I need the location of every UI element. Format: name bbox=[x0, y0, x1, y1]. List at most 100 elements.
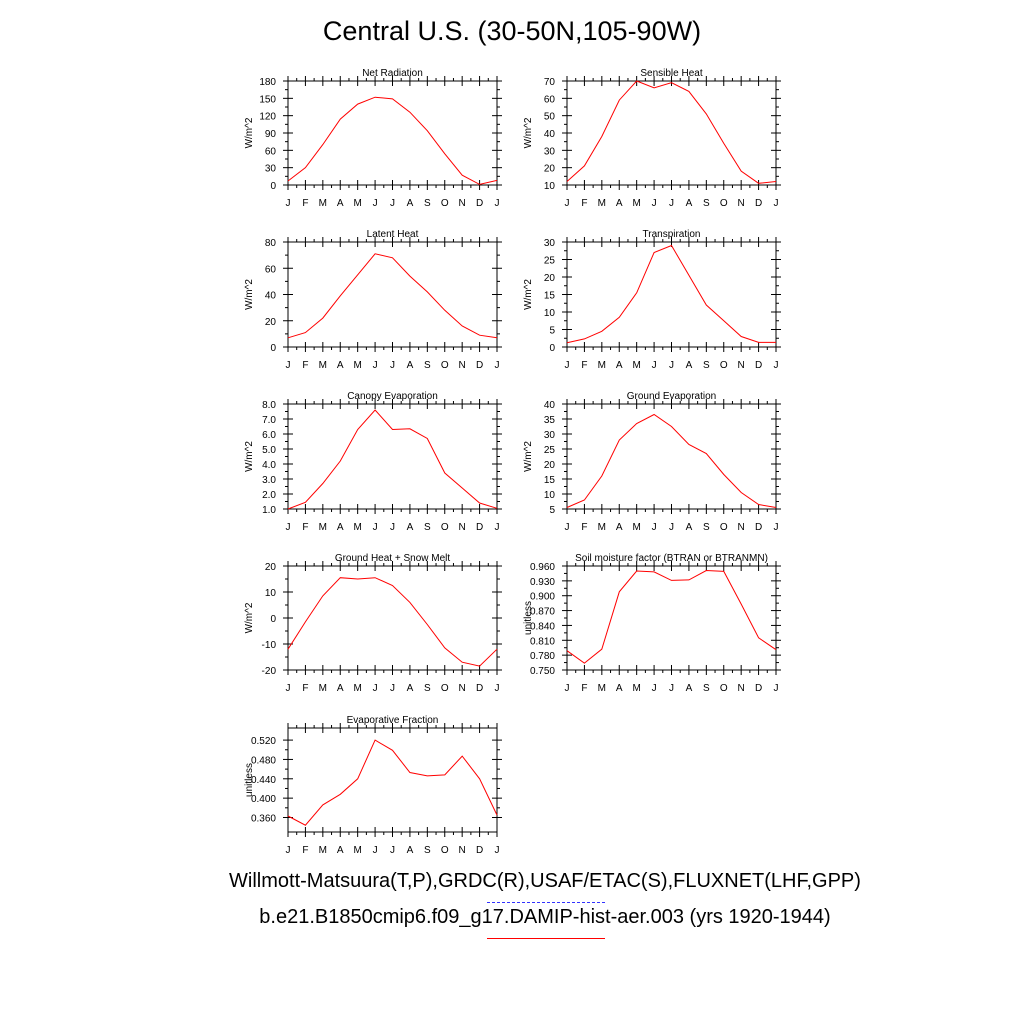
plot-frame bbox=[287, 727, 498, 833]
y-tick-label: 1.0 bbox=[262, 505, 276, 516]
y-axis-label: unitless bbox=[523, 601, 534, 635]
x-tick-label: M bbox=[598, 198, 606, 209]
x-tick-label: J bbox=[669, 360, 674, 371]
y-tick-label: 20 bbox=[544, 460, 556, 471]
y-tick-label: 20 bbox=[265, 562, 277, 573]
y-tick-label: 0 bbox=[270, 614, 276, 625]
x-tick-label: N bbox=[738, 683, 745, 694]
x-tick-label: M bbox=[319, 683, 327, 694]
x-tick-label: A bbox=[616, 198, 623, 209]
x-tick-label: J bbox=[774, 683, 779, 694]
y-tick-label: 15 bbox=[544, 475, 556, 486]
panel-title: Canopy Evaporation bbox=[347, 391, 438, 402]
x-tick-label: F bbox=[302, 360, 308, 371]
x-tick-label: S bbox=[424, 683, 431, 694]
x-tick-label: J bbox=[495, 683, 500, 694]
plot-frame bbox=[566, 403, 777, 510]
y-tick-label: 10 bbox=[544, 490, 556, 501]
x-tick-label: S bbox=[424, 845, 431, 856]
x-tick-label: A bbox=[686, 360, 693, 371]
x-tick-label: O bbox=[441, 845, 449, 856]
y-tick-label: 40 bbox=[265, 291, 277, 302]
x-tick-label: M bbox=[632, 522, 640, 533]
y-tick-label: 10 bbox=[544, 181, 556, 192]
x-tick-label: N bbox=[459, 360, 466, 371]
y-tick-label: 0.360 bbox=[251, 813, 276, 824]
x-tick-label: J bbox=[286, 198, 291, 209]
y-tick-label: 5 bbox=[549, 505, 555, 516]
x-tick-label: D bbox=[476, 845, 483, 856]
x-tick-label: J bbox=[652, 683, 657, 694]
x-tick-label: J bbox=[565, 360, 570, 371]
x-tick-label: N bbox=[738, 198, 745, 209]
x-tick-label: J bbox=[373, 683, 378, 694]
panel-title: Latent Heat bbox=[367, 229, 419, 240]
y-tick-label: 0.930 bbox=[530, 577, 555, 588]
x-tick-label: J bbox=[286, 683, 291, 694]
x-tick-label: D bbox=[755, 198, 762, 209]
x-tick-label: O bbox=[720, 360, 728, 371]
y-tick-label: 8.0 bbox=[262, 400, 276, 411]
y-tick-label: 25 bbox=[544, 445, 556, 456]
series-line bbox=[287, 739, 498, 826]
x-tick-label: O bbox=[720, 522, 728, 533]
plot-frame bbox=[287, 403, 498, 510]
x-tick-label: M bbox=[319, 198, 327, 209]
y-tick-label: 5 bbox=[549, 326, 555, 337]
y-tick-label: 50 bbox=[544, 112, 556, 123]
y-tick-label: 25 bbox=[544, 256, 556, 267]
y-tick-label: 0 bbox=[270, 181, 276, 192]
x-tick-label: M bbox=[632, 360, 640, 371]
y-tick-label: 0.750 bbox=[530, 666, 555, 677]
legend-observations-swatch bbox=[487, 902, 605, 903]
x-tick-label: F bbox=[581, 198, 587, 209]
x-tick-label: O bbox=[441, 198, 449, 209]
x-tick-label: O bbox=[720, 683, 728, 694]
x-tick-label: J bbox=[565, 198, 570, 209]
y-tick-label: 80 bbox=[265, 238, 277, 249]
x-tick-label: O bbox=[441, 683, 449, 694]
x-tick-label: M bbox=[353, 522, 361, 533]
y-tick-label: 2.0 bbox=[262, 490, 276, 501]
series-line bbox=[287, 96, 498, 185]
y-tick-label: 0.400 bbox=[251, 794, 276, 805]
x-tick-label: J bbox=[390, 198, 395, 209]
x-tick-label: J bbox=[495, 845, 500, 856]
series-line bbox=[566, 80, 777, 184]
x-tick-label: A bbox=[337, 522, 344, 533]
y-tick-label: 0.900 bbox=[530, 592, 555, 603]
y-tick-label: 70 bbox=[544, 77, 556, 88]
x-tick-label: N bbox=[459, 522, 466, 533]
x-tick-label: S bbox=[424, 198, 431, 209]
x-tick-label: J bbox=[669, 198, 674, 209]
y-tick-label: 3.0 bbox=[262, 475, 276, 486]
y-axis-label: W/m^2 bbox=[523, 441, 534, 472]
x-tick-label: J bbox=[495, 522, 500, 533]
plot-frame bbox=[566, 80, 777, 186]
x-tick-label: A bbox=[407, 683, 414, 694]
x-tick-label: J bbox=[373, 198, 378, 209]
x-tick-label: O bbox=[720, 198, 728, 209]
x-tick-label: A bbox=[616, 360, 623, 371]
x-tick-label: J bbox=[286, 845, 291, 856]
y-axis-label: W/m^2 bbox=[244, 117, 255, 148]
y-tick-label: 0 bbox=[549, 343, 555, 354]
series-line bbox=[287, 253, 498, 339]
x-tick-label: N bbox=[459, 683, 466, 694]
y-tick-label: 10 bbox=[265, 588, 277, 599]
y-tick-label: 30 bbox=[544, 146, 556, 157]
x-tick-label: F bbox=[581, 360, 587, 371]
y-tick-label: 40 bbox=[544, 129, 556, 140]
plot-frame bbox=[287, 80, 498, 186]
series-line bbox=[566, 244, 776, 344]
x-tick-label: J bbox=[373, 360, 378, 371]
x-tick-label: F bbox=[302, 683, 308, 694]
x-tick-label: M bbox=[598, 522, 606, 533]
y-tick-label: -20 bbox=[262, 666, 277, 677]
y-tick-label: 6.0 bbox=[262, 430, 276, 441]
